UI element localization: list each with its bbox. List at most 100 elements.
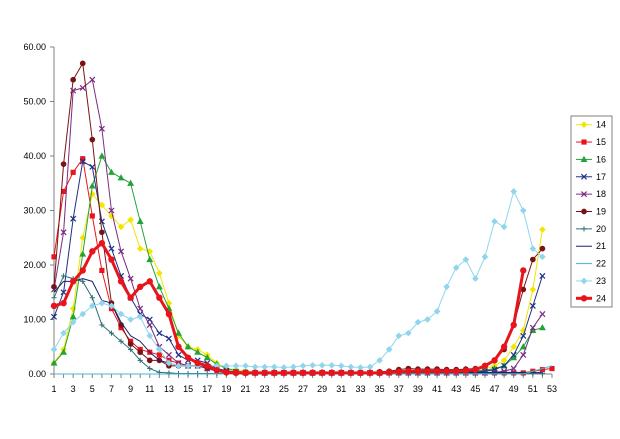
data-point <box>60 289 67 296</box>
data-point <box>462 367 470 374</box>
data-point <box>194 348 202 355</box>
data-point-stroke <box>137 305 144 312</box>
data-point <box>519 207 527 214</box>
data-point <box>51 283 57 290</box>
data-point <box>128 346 134 353</box>
data-point <box>366 363 374 371</box>
data-point <box>491 218 498 225</box>
data-point <box>156 294 163 301</box>
data-point <box>385 369 393 376</box>
data-point <box>510 365 517 372</box>
data-point <box>203 354 211 361</box>
series-23 <box>50 188 546 371</box>
series-17 <box>50 158 546 376</box>
legend-item: 23 <box>576 276 606 286</box>
legend-label: 19 <box>596 207 606 217</box>
data-point-stroke <box>175 351 182 358</box>
data-point <box>50 359 58 366</box>
data-point <box>89 302 96 310</box>
legend-label: 14 <box>596 120 606 130</box>
series-line <box>53 62 543 373</box>
y-tick-label: 50.00 <box>23 97 46 107</box>
data-point <box>146 357 153 364</box>
data-point <box>510 343 517 351</box>
data-point <box>549 365 555 372</box>
data-point <box>50 313 58 320</box>
data-point <box>519 343 527 350</box>
data-point <box>520 267 527 274</box>
x-tick-label: 9 <box>128 384 133 394</box>
data-point <box>156 330 163 337</box>
legend-item: 24 <box>576 293 606 303</box>
data-point <box>510 321 517 329</box>
data-point <box>60 299 67 307</box>
data-point <box>580 295 588 302</box>
x-tick-label: 31 <box>336 384 346 394</box>
data-point-stroke <box>580 173 588 180</box>
legend-label: 16 <box>596 154 606 164</box>
data-point <box>175 362 182 370</box>
data-point-stroke <box>501 362 508 369</box>
data-point <box>70 76 76 83</box>
data-point <box>137 305 144 312</box>
data-point <box>89 163 96 170</box>
data-point <box>510 354 518 361</box>
data-point <box>580 277 588 285</box>
data-point-stroke <box>98 218 105 225</box>
data-point <box>117 310 125 318</box>
data-point <box>539 311 546 318</box>
data-point <box>60 329 67 337</box>
data-point-stroke <box>510 351 517 358</box>
data-point-stroke <box>520 351 527 358</box>
legend-item: 17 <box>576 172 606 182</box>
data-point-stroke <box>539 272 546 279</box>
data-point <box>280 364 288 371</box>
data-point <box>510 351 517 358</box>
data-point <box>405 368 412 375</box>
data-point <box>155 283 163 290</box>
data-point <box>137 349 144 356</box>
data-point <box>69 318 77 326</box>
data-point <box>98 152 106 159</box>
legend-label: 23 <box>596 276 606 286</box>
data-point <box>98 299 106 307</box>
data-point-stroke <box>60 229 67 236</box>
data-point <box>529 245 537 252</box>
data-point <box>232 369 240 377</box>
legend-item: 20 <box>576 224 606 234</box>
data-point <box>309 361 316 369</box>
data-point <box>60 273 67 279</box>
data-point <box>491 370 498 377</box>
data-point <box>414 368 422 375</box>
x-tick-label: 15 <box>183 384 193 394</box>
y-tick-label: 30.00 <box>23 206 46 216</box>
data-point <box>184 362 192 370</box>
x-tick-label: 13 <box>164 384 174 394</box>
data-point <box>80 278 86 284</box>
data-point-stroke <box>529 302 536 309</box>
data-point <box>453 368 460 375</box>
data-point <box>580 173 588 180</box>
legend-item: 15 <box>576 137 606 147</box>
data-point <box>338 362 345 370</box>
data-point-stroke <box>108 207 115 214</box>
legend-item: 14 <box>576 120 606 130</box>
data-point <box>98 201 106 209</box>
data-point <box>405 329 412 337</box>
data-point <box>118 338 124 344</box>
legend-label: 18 <box>596 189 606 199</box>
data-point <box>127 341 134 347</box>
data-point-stroke <box>146 321 153 328</box>
data-point-stroke <box>529 324 536 331</box>
legend-item: 21 <box>576 241 606 251</box>
legend-label: 22 <box>596 259 606 269</box>
data-point <box>165 310 173 318</box>
data-point <box>510 188 517 195</box>
series-line <box>53 190 543 368</box>
data-point <box>581 208 587 215</box>
data-point <box>501 370 507 377</box>
data-point <box>69 278 77 285</box>
x-tick-label: 27 <box>298 384 308 394</box>
data-point <box>539 272 546 279</box>
